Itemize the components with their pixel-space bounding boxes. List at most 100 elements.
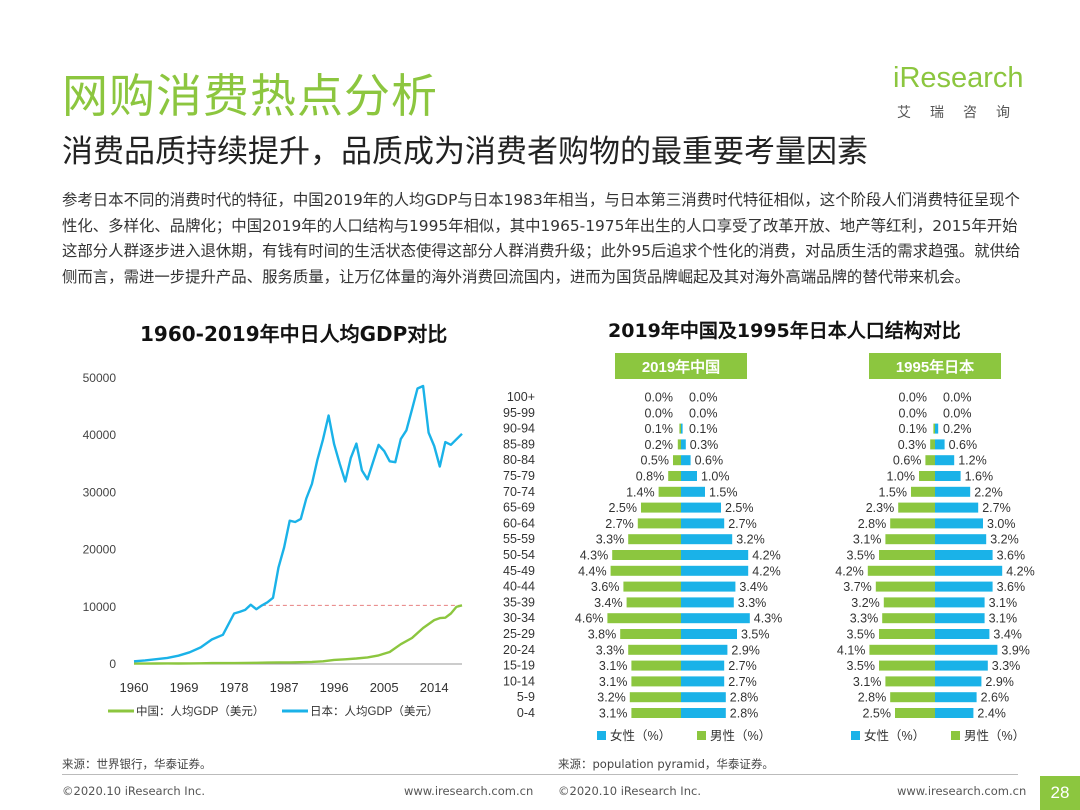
male-value-label: 3.1% [989, 596, 1018, 610]
male-value-label: 3.6% [997, 580, 1026, 594]
female-bar [629, 692, 681, 703]
female-value-label: 4.4% [578, 564, 607, 578]
male-bar [935, 534, 987, 545]
age-group-label: 30-34 [503, 611, 535, 625]
x-tick-label: 1987 [270, 680, 299, 695]
female-bar [679, 423, 681, 434]
female-bar [879, 629, 935, 639]
female-bar [623, 581, 681, 592]
female-value-label: 3.2% [597, 691, 626, 705]
x-tick-label: 1978 [220, 680, 249, 695]
female-bar [620, 629, 681, 639]
male-value-label: 2.8% [730, 707, 759, 721]
female-bar [631, 660, 681, 671]
female-bar [875, 581, 935, 592]
male-bar [681, 471, 697, 481]
male-value-label: 2.8% [730, 691, 759, 705]
male-bar [681, 581, 736, 592]
male-bar [681, 660, 725, 671]
female-value-label: 3.4% [594, 596, 623, 610]
female-value-label: 2.5% [609, 501, 638, 515]
male-value-label: 2.2% [974, 485, 1003, 499]
female-value-label: 0.0% [899, 406, 928, 420]
male-bar [935, 423, 939, 434]
legend-male-label: 男性（%） [710, 729, 771, 743]
male-bar [935, 518, 983, 529]
male-bar [935, 581, 993, 592]
male-bar [681, 692, 726, 703]
footer-copyright-1: ©2020.10 iResearch Inc. [62, 784, 205, 798]
female-bar [925, 455, 935, 466]
female-value-label: 3.3% [596, 533, 625, 547]
age-group-label: 95-99 [503, 406, 535, 420]
male-bar [935, 597, 985, 608]
female-bar [867, 565, 935, 576]
female-value-label: 4.3% [580, 549, 609, 563]
age-group-label: 75-79 [503, 469, 535, 483]
female-value-label: 2.3% [866, 501, 895, 515]
footer-website-2[interactable]: www.iresearch.com.cn [897, 784, 1027, 798]
female-bar [610, 565, 681, 576]
legend-male-label: 男性（%） [964, 729, 1025, 743]
female-value-label: 2.8% [858, 517, 887, 531]
female-bar [885, 676, 935, 687]
female-bar [898, 502, 935, 513]
male-bar [681, 550, 749, 560]
female-value-label: 1.4% [626, 485, 655, 499]
age-group-label: 85-89 [503, 437, 535, 451]
female-bar [631, 708, 681, 718]
male-bar [935, 455, 955, 466]
male-value-label: 2.9% [985, 675, 1014, 689]
pyramid-chart-title: 2019年中国及1995年日本人口结构对比 [608, 320, 961, 342]
female-bar [933, 423, 935, 434]
female-value-label: 3.8% [588, 628, 617, 642]
male-value-label: 3.4% [993, 628, 1022, 642]
male-bar [681, 629, 737, 639]
female-bar [626, 597, 681, 608]
y-tick-label: 10000 [83, 600, 117, 614]
male-bar [935, 439, 945, 450]
female-value-label: 3.1% [599, 707, 628, 721]
female-value-label: 3.2% [851, 596, 880, 610]
gdp-chart-title: 1960-2019年中日人均GDP对比 [140, 322, 448, 346]
female-value-label: 3.7% [843, 580, 872, 594]
male-value-label: 0.6% [695, 454, 724, 468]
female-value-label: 0.1% [645, 422, 674, 436]
male-value-label: 2.5% [725, 501, 754, 515]
female-bar [612, 550, 681, 560]
source-note-left: 来源：世界银行，华泰证券。 [62, 757, 212, 771]
age-group-label: 20-24 [503, 643, 535, 657]
y-tick-label: 50000 [83, 371, 117, 385]
footer-website-1[interactable]: www.iresearch.com.cn [404, 784, 534, 798]
age-group-label: 0-4 [517, 706, 535, 720]
male-value-label: 4.2% [1006, 564, 1034, 578]
male-value-label: 0.2% [943, 422, 972, 436]
female-value-label: 0.0% [645, 406, 674, 420]
female-value-label: 4.2% [835, 564, 864, 578]
female-bar [673, 455, 681, 466]
panel-header-label: 2019年中国 [642, 358, 720, 376]
female-bar [641, 502, 681, 513]
male-value-label: 3.2% [736, 533, 765, 547]
female-value-label: 3.1% [599, 659, 628, 673]
male-value-label: 3.6% [997, 549, 1026, 563]
female-bar [930, 439, 935, 450]
age-group-label: 25-29 [503, 627, 535, 641]
gdp-line-chart: 0 10000 20000 30000 40000 50000 1960 1969 1978 19… [83, 371, 463, 718]
age-group-label: 100+ [507, 390, 535, 404]
legend-japan-label: 日本：人均GDP（美元） [310, 704, 438, 718]
age-group-label: 45-49 [503, 564, 535, 578]
male-bar [681, 597, 734, 608]
male-bar [935, 471, 961, 481]
male-value-label: 3.3% [738, 596, 767, 610]
female-value-label: 3.1% [599, 675, 628, 689]
female-value-label: 3.3% [850, 612, 879, 626]
male-value-label: 3.9% [1001, 643, 1030, 657]
female-bar [895, 708, 935, 718]
male-value-label: 0.0% [689, 406, 718, 420]
female-bar [879, 550, 935, 560]
male-value-label: 2.7% [982, 501, 1011, 515]
female-bar [637, 518, 681, 529]
female-bar [628, 644, 681, 655]
female-value-label: 2.8% [858, 691, 887, 705]
